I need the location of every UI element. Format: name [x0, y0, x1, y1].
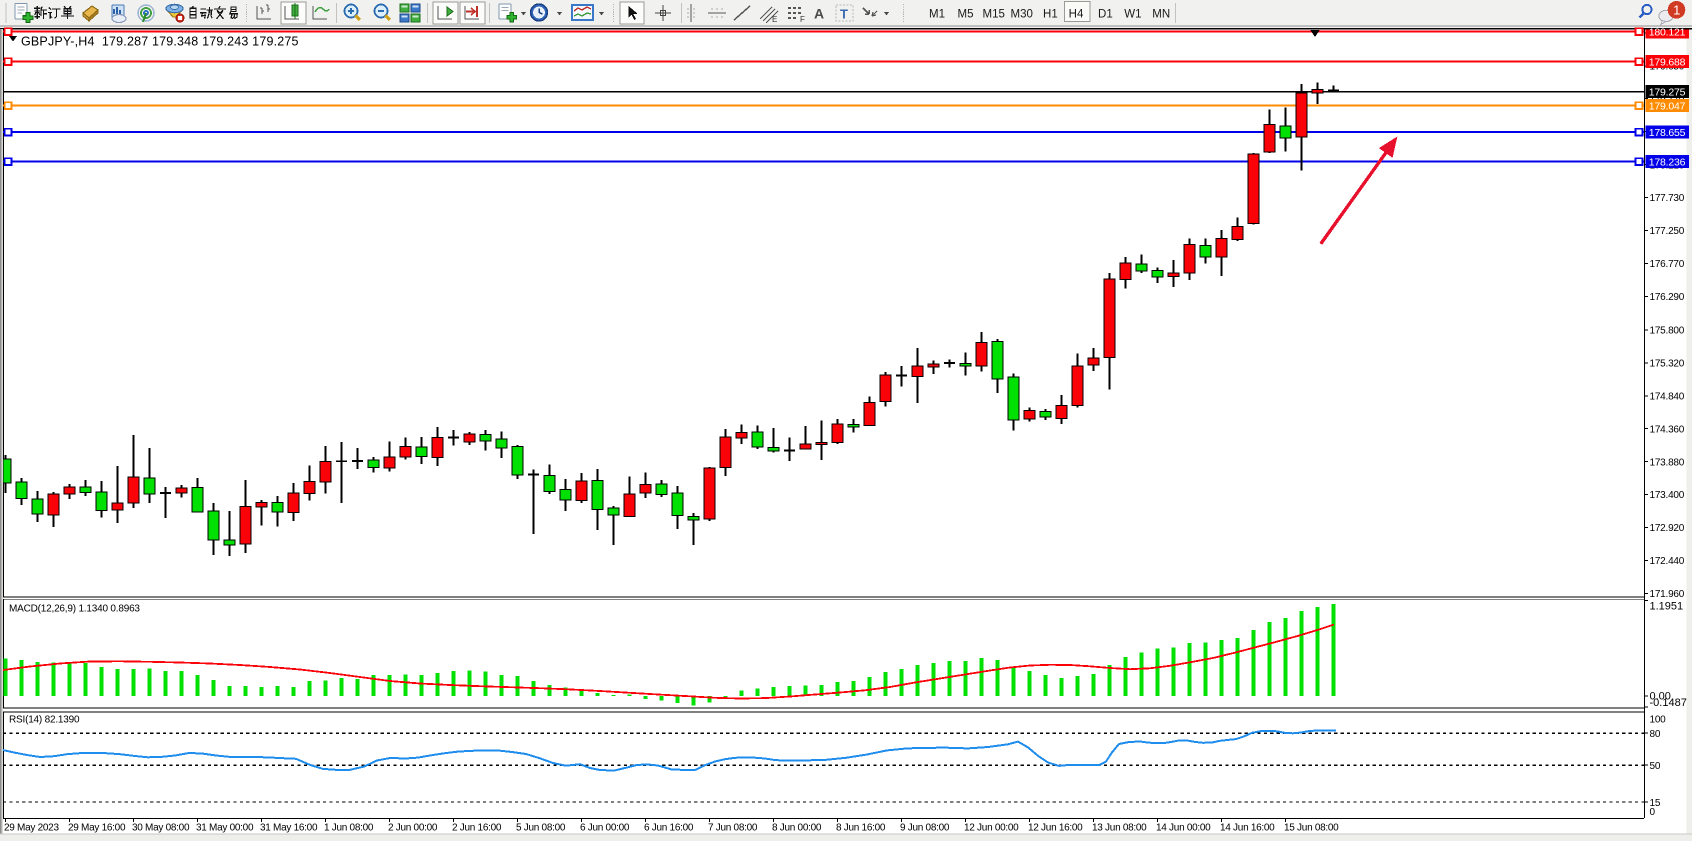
- svg-text:T: T: [840, 7, 848, 22]
- svg-text:14 Jun 16:00: 14 Jun 16:00: [1220, 822, 1275, 833]
- svg-text:0.00: 0.00: [1650, 690, 1671, 702]
- svg-text:7 Jun 08:00: 7 Jun 08:00: [708, 822, 758, 833]
- svg-text:M30: M30: [1011, 8, 1033, 20]
- svg-text:H1: H1: [1043, 8, 1058, 20]
- svg-text:15: 15: [1650, 798, 1661, 809]
- svg-text:31 May 00:00: 31 May 00:00: [196, 822, 254, 833]
- svg-text:0: 0: [1650, 807, 1656, 818]
- svg-text:F: F: [800, 15, 805, 24]
- svg-text:177.250: 177.250: [1650, 226, 1685, 237]
- svg-text:175.320: 175.320: [1650, 359, 1685, 370]
- svg-text:H4: H4: [1069, 8, 1084, 20]
- svg-text:2 Jun 00:00: 2 Jun 00:00: [388, 822, 438, 833]
- svg-text:15 Jun 08:00: 15 Jun 08:00: [1284, 822, 1339, 833]
- svg-text:180.121: 180.121: [1649, 27, 1686, 39]
- svg-text:178.655: 178.655: [1649, 127, 1686, 139]
- svg-text:8 Jun 16:00: 8 Jun 16:00: [836, 822, 886, 833]
- svg-text:1.1951: 1.1951: [1650, 600, 1684, 612]
- svg-text:178.236: 178.236: [1649, 156, 1686, 168]
- svg-text:50: 50: [1650, 761, 1661, 772]
- svg-text:176.770: 176.770: [1650, 259, 1685, 270]
- svg-text:174.360: 174.360: [1650, 424, 1685, 435]
- svg-text:6 Jun 16:00: 6 Jun 16:00: [644, 822, 694, 833]
- svg-text:E: E: [772, 15, 777, 24]
- svg-text:100: 100: [1650, 715, 1667, 726]
- svg-text:172.920: 172.920: [1650, 523, 1685, 534]
- svg-text:GBPJPY-,H4 179.287 179.348 17: GBPJPY-,H4 179.287 179.348 179.243 179.2…: [21, 35, 299, 49]
- svg-text:M15: M15: [983, 8, 1005, 20]
- svg-text:172.440: 172.440: [1650, 556, 1685, 567]
- svg-text:173.400: 173.400: [1650, 490, 1685, 501]
- svg-text:179.688: 179.688: [1649, 56, 1686, 68]
- svg-text:-0.1487: -0.1487: [1650, 697, 1687, 709]
- svg-text:179.275: 179.275: [1649, 86, 1686, 98]
- svg-text:29 May 16:00: 29 May 16:00: [68, 822, 126, 833]
- svg-text:A: A: [814, 6, 824, 22]
- svg-text:5 Jun 08:00: 5 Jun 08:00: [516, 822, 566, 833]
- svg-text:1: 1: [1673, 2, 1680, 17]
- svg-text:175.800: 175.800: [1650, 326, 1685, 337]
- svg-text:RSI(14) 82.1390: RSI(14) 82.1390: [9, 714, 80, 725]
- svg-text:173.880: 173.880: [1650, 457, 1685, 468]
- svg-text:M1: M1: [929, 8, 945, 20]
- svg-text:179.047: 179.047: [1649, 100, 1686, 112]
- svg-text:174.840: 174.840: [1650, 392, 1685, 403]
- svg-text:12 Jun 00:00: 12 Jun 00:00: [964, 822, 1019, 833]
- svg-text:9 Jun 08:00: 9 Jun 08:00: [900, 822, 950, 833]
- svg-text:177.730: 177.730: [1650, 193, 1685, 204]
- svg-text:12 Jun 16:00: 12 Jun 16:00: [1028, 822, 1083, 833]
- svg-text:2 Jun 16:00: 2 Jun 16:00: [452, 822, 502, 833]
- svg-text:M5: M5: [958, 8, 974, 20]
- svg-text:29 May 2023: 29 May 2023: [4, 822, 59, 833]
- svg-text:W1: W1: [1124, 8, 1141, 20]
- svg-text:D1: D1: [1098, 8, 1113, 20]
- svg-text:MN: MN: [1152, 8, 1170, 20]
- svg-text:14 Jun 00:00: 14 Jun 00:00: [1156, 822, 1211, 833]
- svg-text:176.290: 176.290: [1650, 292, 1685, 303]
- svg-text:8 Jun 00:00: 8 Jun 00:00: [772, 822, 822, 833]
- svg-text:MACD(12,26,9) 1.1340 0.8963: MACD(12,26,9) 1.1340 0.8963: [9, 604, 140, 615]
- svg-text:13 Jun 08:00: 13 Jun 08:00: [1092, 822, 1147, 833]
- svg-text:1 Jun 08:00: 1 Jun 08:00: [324, 822, 374, 833]
- svg-text:30 May 08:00: 30 May 08:00: [132, 822, 190, 833]
- svg-text:80: 80: [1650, 729, 1661, 740]
- svg-text:31 May 16:00: 31 May 16:00: [260, 822, 318, 833]
- svg-text:6 Jun 00:00: 6 Jun 00:00: [580, 822, 630, 833]
- svg-text:171.960: 171.960: [1650, 589, 1685, 600]
